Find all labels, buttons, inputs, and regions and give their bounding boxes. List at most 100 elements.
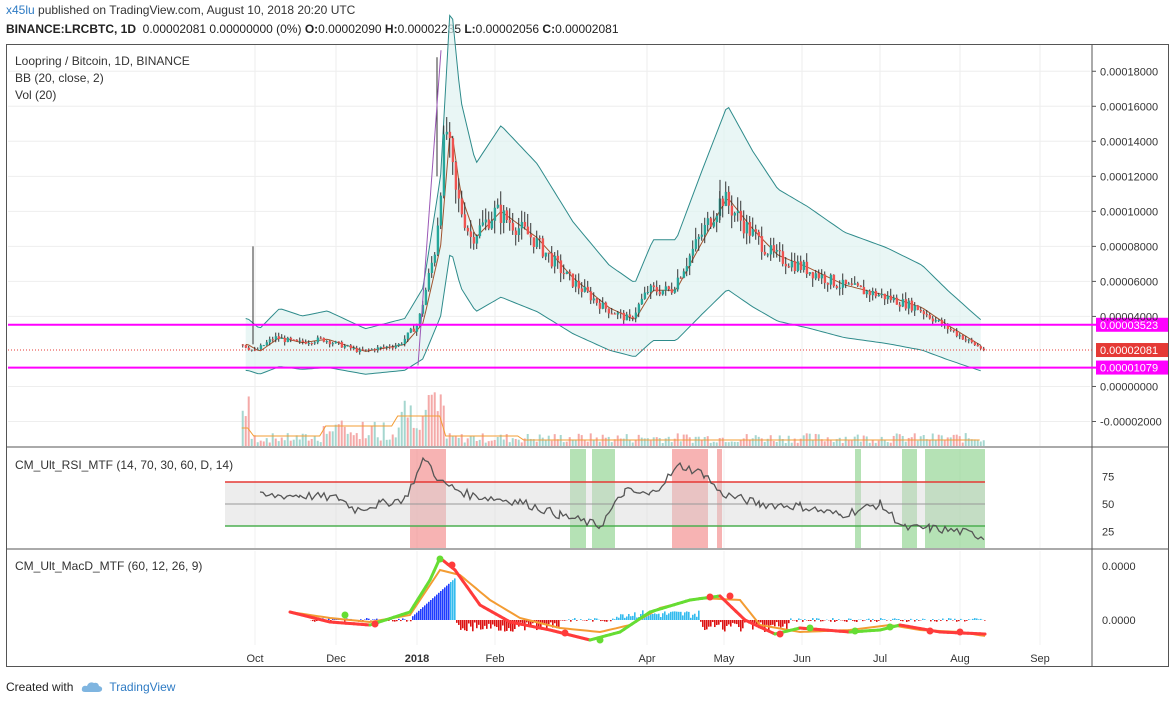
y-tick-label: 0.00004000 xyxy=(1100,311,1158,323)
candle-body xyxy=(346,345,350,347)
x-tick-label: Jul xyxy=(873,653,887,665)
macd-hist-bar xyxy=(830,620,832,622)
macd-hist-bar xyxy=(512,620,514,632)
high-label: H: xyxy=(384,22,398,36)
volume-bar xyxy=(247,396,250,446)
macd-hist-bar xyxy=(562,620,564,621)
volume-bar xyxy=(649,440,652,446)
macd-hist-bar xyxy=(634,612,636,620)
volume-bar xyxy=(598,441,601,446)
macd-hist-bar xyxy=(680,611,682,620)
macd-hist-bar xyxy=(394,620,396,622)
macd-hist-bar xyxy=(940,620,942,621)
candle-body xyxy=(325,341,329,343)
macd-hist-bar xyxy=(886,620,888,621)
candle-body xyxy=(388,346,392,348)
macd-hist-bar xyxy=(594,618,596,620)
macd-hist-bar xyxy=(490,620,492,629)
volume-bar xyxy=(475,440,478,446)
volume-bar xyxy=(409,405,412,446)
candle-body xyxy=(301,340,305,343)
volume-bar xyxy=(364,438,367,446)
candle-body xyxy=(898,304,902,307)
volume-bar xyxy=(502,439,505,446)
candle-body xyxy=(511,222,515,231)
volume-bar xyxy=(472,436,475,446)
candle-body xyxy=(319,337,323,339)
volume-bar xyxy=(742,438,745,446)
volume-bar xyxy=(607,436,610,446)
macd-hist-bar xyxy=(892,618,894,620)
volume-bar xyxy=(262,441,265,446)
author-link[interactable]: x45lu xyxy=(6,3,35,17)
macd-hist-bar xyxy=(556,620,558,629)
open-label: O: xyxy=(304,22,319,36)
macd-hist-bar xyxy=(838,619,840,620)
candle-body xyxy=(424,289,428,305)
macd-hist-bar xyxy=(822,620,824,622)
volume-bar xyxy=(466,438,469,446)
volume-bar xyxy=(508,442,511,446)
volume-bar xyxy=(904,441,907,446)
candle-body xyxy=(298,340,302,342)
candle-body xyxy=(472,237,476,244)
volume-bar xyxy=(784,442,787,446)
y-tick-label: 0.00006000 xyxy=(1100,276,1158,288)
candle-body xyxy=(817,273,821,279)
macd-hist-bar xyxy=(480,620,482,630)
candle-body xyxy=(982,348,986,351)
macd-tick-label: 0.0000 xyxy=(1102,561,1136,573)
macd-hist-bar xyxy=(740,620,742,632)
candle-body xyxy=(934,320,938,322)
macd-hist-bar xyxy=(456,620,458,623)
volume-bar xyxy=(694,436,697,446)
volume-bar xyxy=(715,442,718,446)
candle-body xyxy=(616,312,620,315)
volume-bar xyxy=(976,440,979,446)
macd-hist-bar xyxy=(946,620,948,622)
candle-body xyxy=(415,325,419,332)
volume-bar xyxy=(757,436,760,446)
volume-bar xyxy=(886,442,889,446)
candle-body xyxy=(967,339,971,341)
candle-body xyxy=(919,309,923,312)
rsi-zone xyxy=(855,449,861,548)
candle-body xyxy=(496,204,500,208)
candle-body xyxy=(703,224,707,235)
candle-body xyxy=(766,254,770,256)
macd-hist-bar xyxy=(896,619,898,620)
candle-body xyxy=(832,274,836,287)
volume-bar xyxy=(337,424,340,446)
volume-bar xyxy=(358,439,361,446)
macd-hist-bar xyxy=(366,618,368,620)
macd-hist-bar xyxy=(850,618,852,620)
macd-hist-bar xyxy=(414,614,416,620)
candle-body xyxy=(295,339,299,342)
volume-bar xyxy=(679,441,682,446)
level-badge-label: 0.00003523 xyxy=(1100,320,1158,332)
candle-body xyxy=(556,255,560,261)
volume-bar xyxy=(460,434,463,446)
macd-hist-bar xyxy=(666,614,668,620)
volume-bar xyxy=(829,439,832,446)
candle-body xyxy=(661,290,665,295)
macd-hist-bar xyxy=(846,620,848,622)
tradingview-link[interactable]: TradingView xyxy=(109,680,176,694)
volume-bar xyxy=(850,440,853,446)
volume-bar xyxy=(514,438,517,446)
macd-cross-dot xyxy=(561,629,569,637)
volume-bar xyxy=(331,431,334,446)
macd-hist-bar xyxy=(452,580,454,620)
macd-hist-bar xyxy=(540,620,542,629)
candle-body xyxy=(913,305,917,311)
y-tick-label: 0.00012000 xyxy=(1100,171,1158,183)
candle-body xyxy=(688,255,692,267)
volume-bar xyxy=(511,438,514,446)
volume-bar xyxy=(631,442,634,446)
macd-hist-bar xyxy=(706,620,708,630)
candle-body xyxy=(901,299,905,307)
macd-hist-bar xyxy=(418,610,420,620)
macd-hist-bar xyxy=(958,620,960,622)
volume-bar xyxy=(499,434,502,446)
